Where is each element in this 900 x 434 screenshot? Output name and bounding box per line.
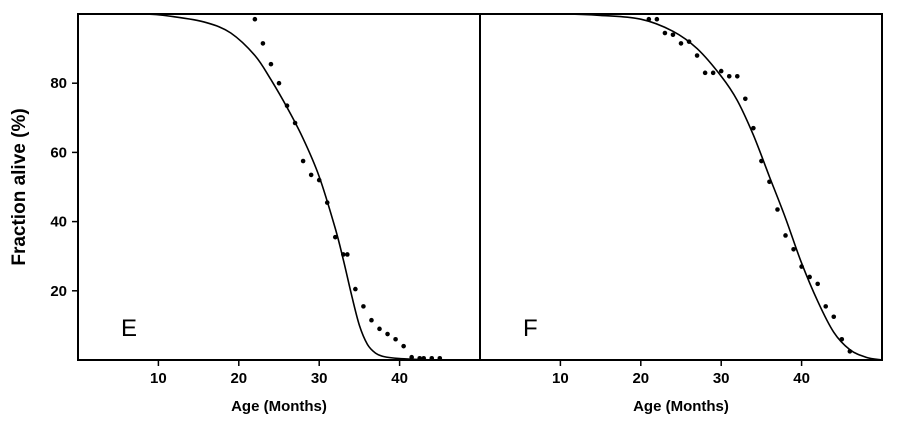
- panel-e-data-point: [361, 304, 366, 309]
- panel-e-data-point: [409, 354, 414, 360]
- panel-f-data-point: [670, 32, 676, 38]
- panel-f-data-point: [831, 314, 837, 320]
- panel-e-letter: E: [121, 315, 137, 342]
- panel-f-data-point: [726, 73, 732, 79]
- panel-e-data-point: [284, 103, 290, 108]
- panel-f-frame: [479, 13, 883, 361]
- panel-f-data-point: [791, 246, 796, 252]
- panel-e-x-tick-label: 40: [391, 370, 408, 387]
- panel-e-data-point: [421, 355, 427, 361]
- panel-e-data-point: [377, 326, 382, 332]
- panel-e: 10 20 30 40 20 40 60 80 Age (Months) E: [50, 13, 481, 415]
- panel-f-data-point: [775, 207, 780, 212]
- panel-f-data-point: [734, 73, 740, 79]
- panel-f-data-point: [646, 16, 652, 22]
- panel-f-data-point: [767, 179, 772, 185]
- panel-e-data-point: [385, 331, 390, 337]
- panel-f-data-point: [847, 349, 853, 354]
- panel-e-data-point: [401, 343, 406, 349]
- panel-f-data-point: [751, 125, 756, 131]
- panel-f-data-point: [662, 30, 668, 36]
- panel-f-data-point: [815, 281, 820, 287]
- panel-e-data-point: [417, 355, 423, 361]
- panel-e-data-point: [316, 177, 322, 183]
- panel-e-fit-curve: [78, 13, 440, 361]
- y-axis-title: Fraction alive (%): [9, 108, 30, 265]
- panel-f: 10 20 30 40 Age (Months) F: [479, 13, 883, 415]
- panel-f-data-point: [823, 304, 829, 309]
- panel-e-data-point: [252, 16, 258, 22]
- panel-f-data-point: [654, 16, 660, 22]
- panel-f-x-tick-label: 30: [713, 370, 730, 387]
- panel-f-data-point: [759, 158, 764, 164]
- panel-e-data-point: [369, 317, 374, 323]
- panel-e-data-point: [429, 355, 435, 361]
- panel-e-data-point: [332, 234, 338, 240]
- panel-e-data-point: [345, 252, 350, 257]
- panel-e-x-axis-title: Age (Months): [231, 398, 327, 415]
- panel-e-y-tick-label: 40: [50, 214, 67, 231]
- panel-e-data-point: [341, 252, 346, 257]
- panel-e-data-point: [353, 286, 358, 292]
- panel-e-data-point: [276, 80, 282, 86]
- panel-e-y-tick-label: 20: [50, 283, 67, 300]
- panel-f-data-point: [807, 274, 812, 280]
- panel-f-letter: F: [523, 315, 538, 342]
- panel-e-x-tick-label: 20: [230, 370, 247, 387]
- panel-e-data-point: [324, 200, 330, 205]
- panel-e-data-point: [268, 61, 274, 67]
- panel-f-data-point: [686, 39, 692, 44]
- panel-e-data-point: [292, 120, 298, 126]
- panel-f-data-point: [678, 41, 684, 46]
- panel-e-x-tick-label: 30: [311, 370, 328, 387]
- panel-f-data-point: [702, 70, 708, 76]
- panel-e-data-point: [260, 41, 266, 46]
- panel-f-x-tick-label: 40: [793, 370, 810, 387]
- panel-f-data-point: [799, 264, 804, 269]
- panel-f-data-point: [710, 70, 716, 76]
- panel-e-y-tick-label: 80: [50, 75, 67, 92]
- panel-f-x-tick-label: 20: [632, 370, 649, 387]
- panel-e-data-point: [393, 336, 398, 342]
- panel-f-data-point: [783, 233, 788, 238]
- panel-f-data-point: [694, 53, 700, 58]
- panel-f-data-point: [743, 96, 748, 102]
- panel-e-y-tick-label: 60: [50, 144, 67, 161]
- panel-e-x-tick-label: 10: [150, 370, 167, 387]
- panel-e-frame: [77, 13, 481, 361]
- panel-f-x-axis-title: Age (Months): [633, 398, 729, 415]
- panel-f-data-point: [839, 336, 845, 342]
- panel-e-data-point: [308, 172, 314, 178]
- panel-e-data-point: [437, 355, 443, 361]
- panel-f-fit-curve: [480, 13, 883, 361]
- panel-e-data-point: [300, 158, 306, 164]
- panel-f-x-tick-label: 10: [552, 370, 569, 387]
- panel-f-data-point: [718, 68, 724, 74]
